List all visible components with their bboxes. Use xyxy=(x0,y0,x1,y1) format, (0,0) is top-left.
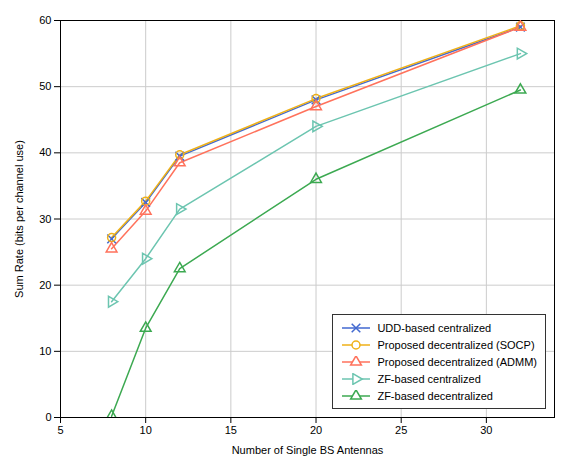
svg-text:10: 10 xyxy=(39,345,51,357)
svg-text:Number of Single BS Antennas: Number of Single BS Antennas xyxy=(232,444,384,456)
svg-text:15: 15 xyxy=(225,424,237,436)
svg-text:20: 20 xyxy=(310,424,322,436)
svg-text:5: 5 xyxy=(57,424,63,436)
svg-text:30: 30 xyxy=(480,424,492,436)
svg-text:10: 10 xyxy=(140,424,152,436)
svg-text:Sum Rate (bits per channel use: Sum Rate (bits per channel use) xyxy=(13,140,25,298)
svg-text:20: 20 xyxy=(39,279,51,291)
svg-text:25: 25 xyxy=(395,424,407,436)
svg-text:0: 0 xyxy=(45,411,51,423)
html-text:Proposed decentralized (SOCP): Proposed decentralized (SOCP) xyxy=(377,338,535,351)
svg-text:60: 60 xyxy=(39,14,51,26)
html-text:ZF-based decentralized: ZF-based decentralized xyxy=(377,389,493,402)
html-text:UDD-based centralized: UDD-based centralized xyxy=(377,321,492,334)
html-text:ZF-based centralized: ZF-based centralized xyxy=(377,372,481,385)
svg-text:50: 50 xyxy=(39,80,51,92)
html-text:Proposed decentralized (ADMM): Proposed decentralized (ADMM) xyxy=(377,355,537,368)
svg-text:30: 30 xyxy=(39,213,51,225)
svg-text:40: 40 xyxy=(39,146,51,158)
